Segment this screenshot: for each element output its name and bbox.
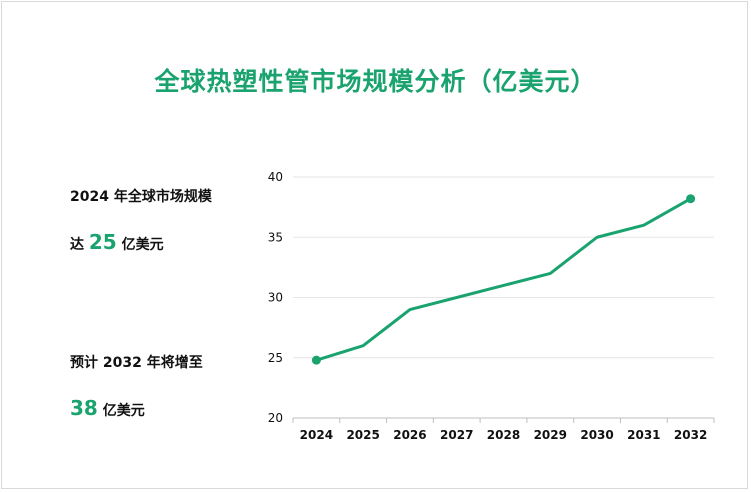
endpoint-marker [311,355,321,365]
summary-forecast-value: 38 亿美元 [70,396,145,420]
grid-layer [292,176,715,423]
series-layer [311,194,696,365]
y-tick-label: 40 [268,170,283,184]
summary-current-value: 达 25 亿美元 [70,230,164,254]
y-tick-label: 20 [268,411,283,425]
summary-forecast-number: 38 [70,396,98,420]
summary-current-prefix: 达 [70,237,84,253]
endpoint-marker [686,194,696,204]
series-line [314,197,693,362]
x-tick-label: 2025 [346,428,379,442]
x-tick-label: 2030 [580,428,613,442]
summary-current-number: 25 [88,230,117,254]
x-tick-label: 2024 [300,428,333,442]
chart-title: 全球热塑性管市场规模分析（亿美元） [154,67,597,96]
x-tick-labels: 2024 2025 2026 2027 2028 2029 2030 2031 2032 [300,428,708,442]
y-tick-label: 35 [268,230,283,244]
summary-forecast-label: 预计 2032 年将增至 [70,355,203,371]
y-tick-label: 25 [268,351,283,365]
x-tick-label: 2031 [627,428,660,442]
x-tick-label: 2026 [393,428,426,442]
x-tick-label: 2032 [674,428,707,442]
x-tick-label: 2029 [534,428,567,442]
x-tick-label: 2027 [440,428,473,442]
y-tick-labels: 20 25 30 35 40 [268,170,283,425]
summary-current-unit: 亿美元 [121,237,164,253]
y-tick-label: 30 [268,291,283,305]
summary-forecast-unit: 亿美元 [102,403,145,419]
summary-current-label: 2024 年全球市场规模 [70,189,212,205]
x-tick-label: 2028 [487,428,520,442]
